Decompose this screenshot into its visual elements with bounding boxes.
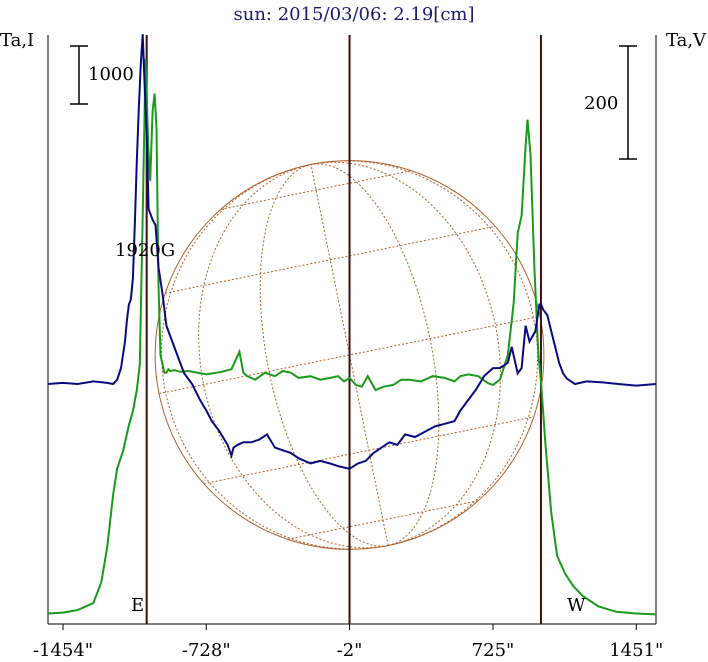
latitude-line (287, 500, 479, 540)
x-tick-label: 725" (472, 640, 515, 661)
x-axis-ticks: -1454" -728" -2" 725" 1451" (33, 624, 663, 661)
longitude-line (160, 164, 389, 550)
x-tick-label: -1454" (33, 640, 93, 661)
plot-frame (47, 35, 657, 625)
latitude-line (165, 225, 496, 294)
scale-bar-left: 1000 (70, 45, 134, 105)
y-axis-label-right: Ta,V (666, 30, 707, 51)
longitude-line (310, 163, 440, 546)
longitude-line (259, 164, 389, 547)
intensity-series-line (47, 58, 657, 616)
west-label: W (567, 595, 586, 616)
polarization-series-line (47, 34, 657, 470)
scale-bar-right-label: 200 (584, 93, 618, 114)
longitude-line (310, 161, 502, 546)
longitude-line (198, 164, 389, 549)
latitude-line (220, 170, 412, 210)
scale-bar-left-label: 1000 (88, 64, 134, 85)
chart-title: sun: 2015/03/06: 2.19[cm] (233, 4, 474, 25)
x-tick-label: 1451" (609, 640, 663, 661)
scale-bar-right: 200 (584, 45, 637, 160)
x-tick-label: -728" (182, 640, 231, 661)
east-label: E (131, 595, 144, 616)
longitude-line (310, 160, 539, 546)
vertical-markers (145, 35, 542, 624)
x-tick-label: -2" (337, 640, 363, 661)
y-axis-label-left: Ta,I (0, 30, 34, 51)
annotation-1920g: 1920G (115, 240, 175, 261)
